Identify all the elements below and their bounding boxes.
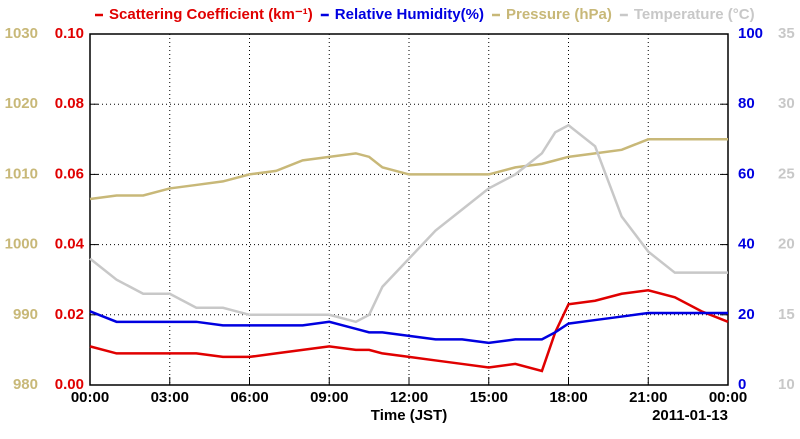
y-tick-label: 0.06: [55, 165, 84, 182]
y-tick-label: 1020: [5, 95, 38, 112]
y-tick-label: 1000: [5, 236, 38, 253]
x-tick-label: 15:00: [470, 389, 508, 406]
x-tick-label: 00:00: [71, 389, 109, 406]
date-label: 2011-01-13: [652, 407, 728, 424]
x-tick-label: 03:00: [151, 389, 189, 406]
series-line: [89, 138, 728, 201]
x-tick-label: 12:00: [390, 389, 428, 406]
series-line: [89, 123, 728, 324]
legend-label: Pressure (hPa): [506, 6, 612, 23]
legend-label: Relative Humidity(%): [335, 6, 484, 23]
y-tick-label: 40: [738, 236, 755, 253]
y-tick-label: 100: [738, 25, 763, 42]
y-tick-label: 0: [738, 376, 746, 393]
y-tick-label: 35: [778, 25, 795, 42]
y-tick-label: 0.04: [55, 236, 85, 253]
legend-label: Scattering Coefficient (km⁻¹): [109, 6, 313, 23]
x-tick-label: 06:00: [230, 389, 268, 406]
x-tick-label: 09:00: [310, 389, 348, 406]
y-tick-label: 15: [778, 306, 795, 323]
x-axis-title: Time (JST): [371, 407, 447, 424]
y-tick-label: 30: [778, 95, 795, 112]
y-tick-label: 0.10: [55, 25, 84, 42]
y-tick-label: 1030: [5, 25, 38, 42]
x-tick-label: 18:00: [549, 389, 587, 406]
y-tick-label: 0.00: [55, 376, 84, 393]
y-tick-label: 980: [13, 376, 38, 393]
series-line: [89, 310, 728, 345]
legend-label: Temperature (°C): [634, 6, 755, 23]
y-tick-label: 10: [778, 376, 795, 393]
y-tick-label: 20: [778, 236, 795, 253]
y-tick-label: 80: [738, 95, 755, 112]
x-tick-label: 00:00: [709, 389, 747, 406]
y-tick-label: 990: [13, 306, 38, 323]
series-line: [89, 288, 729, 373]
y-tick-label: 25: [778, 165, 795, 182]
y-tick-label: 60: [738, 165, 755, 182]
y-tick-label: 20: [738, 306, 755, 323]
y-tick-label: 1010: [5, 165, 38, 182]
y-tick-label: 0.08: [55, 95, 84, 112]
x-tick-label: 21:00: [629, 389, 667, 406]
y-tick-label: 0.02: [55, 306, 84, 323]
